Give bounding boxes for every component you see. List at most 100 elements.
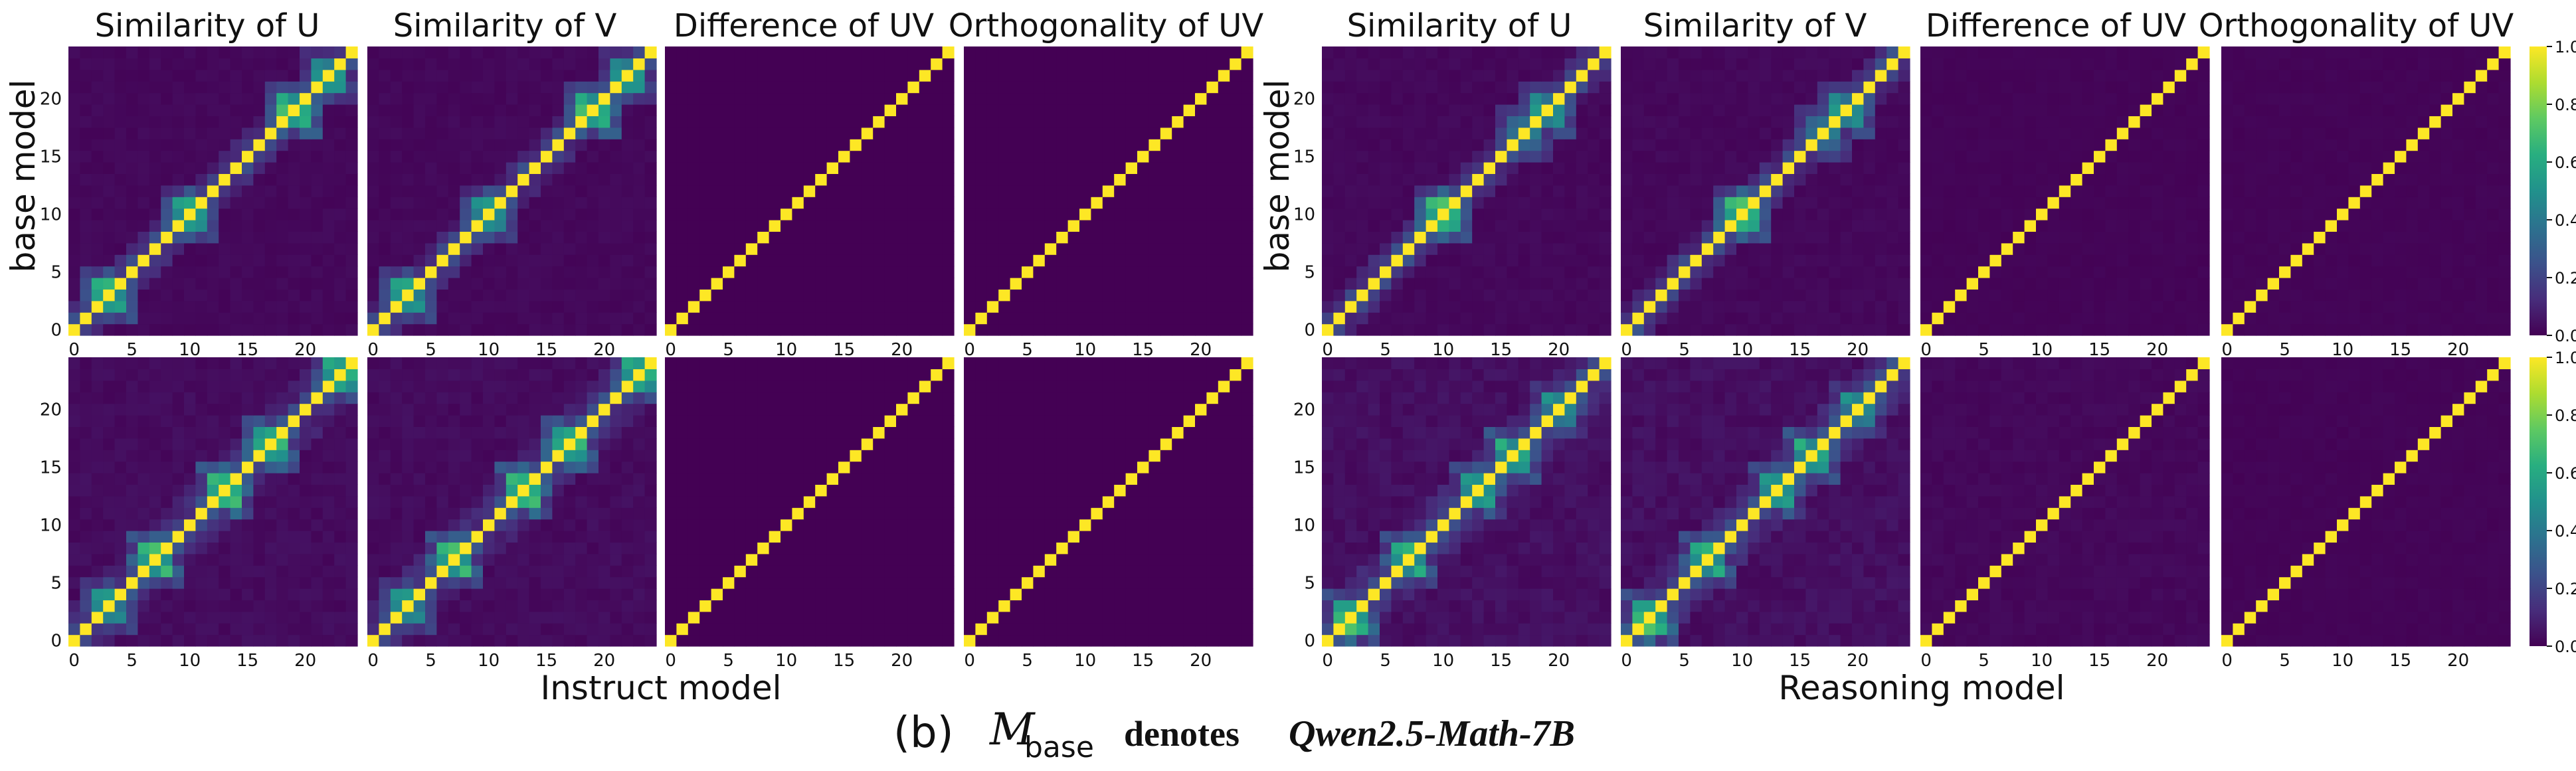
- heatmap-cell: [838, 185, 850, 197]
- heatmap-cell: [1010, 69, 1022, 82]
- heatmap-cell: [2082, 278, 2094, 290]
- heatmap-cell: [2174, 92, 2187, 105]
- heatmap-cell: [219, 81, 231, 94]
- heatmap-cell: [2140, 69, 2152, 82]
- heatmap-cell: [1920, 58, 1932, 70]
- heatmap-cell: [276, 278, 289, 290]
- heatmap-cell: [942, 185, 955, 197]
- heatmap-cell: [345, 197, 358, 209]
- heatmap-cell: [1322, 323, 1334, 336]
- heatmap-cell: [288, 139, 300, 151]
- heatmap-cell: [563, 254, 576, 267]
- heatmap-cell: [723, 116, 735, 128]
- heatmap-cell: [2036, 173, 2048, 186]
- heatmap-cell: [126, 220, 138, 232]
- heatmap-cell: [1518, 69, 1530, 82]
- heatmap-cell: [1206, 116, 1219, 128]
- heatmap-cell: [711, 289, 723, 301]
- heatmap-cell: [1817, 58, 1829, 70]
- heatmap-cell: [575, 173, 588, 186]
- heatmap-cell: [850, 323, 862, 336]
- heatmap-cell: [390, 197, 403, 209]
- heatmap-cell: [1759, 162, 1772, 174]
- heatmap-cell: [1643, 208, 1656, 220]
- heatmap-cell: [1782, 150, 1795, 163]
- heatmap-cell: [1667, 173, 1679, 186]
- heatmap-cell: [1344, 150, 1357, 163]
- heatmap-cell: [2116, 289, 2129, 301]
- heatmap-cell: [2290, 116, 2303, 128]
- heatmap-cell: [1713, 58, 1726, 70]
- heatmap-cell: [80, 173, 92, 186]
- heatmap-cell: [2047, 266, 2060, 278]
- heatmap-cell: [644, 46, 657, 58]
- heatmap-cell: [2395, 323, 2407, 336]
- heatmap-cell: [884, 266, 897, 278]
- heatmap-cell: [541, 92, 553, 105]
- heatmap-cell: [1160, 92, 1172, 105]
- heatmap-cell: [2233, 127, 2245, 139]
- heatmap-cell: [2013, 197, 2025, 209]
- heatmap-cell: [1518, 266, 1530, 278]
- heatmap-cell: [541, 289, 553, 301]
- heatmap-cell: [1079, 92, 1091, 105]
- heatmap-cell: [2464, 139, 2476, 151]
- heatmap-cell: [367, 231, 379, 244]
- heatmap-cell: [1437, 58, 1449, 70]
- heatmap-cell: [1402, 150, 1415, 163]
- heatmap-cell: [688, 46, 700, 58]
- heatmap-cell: [1898, 242, 1910, 255]
- heatmap-cell: [986, 300, 999, 313]
- column-title: Similarity of U: [1347, 7, 1572, 44]
- heatmap-cell: [1898, 312, 1910, 325]
- heatmap-cell: [529, 323, 541, 336]
- heatmap-cell: [2082, 185, 2094, 197]
- heatmap-cell: [1621, 254, 1633, 267]
- heatmap-cell: [1472, 104, 1485, 116]
- heatmap-cell: [334, 242, 347, 255]
- heatmap-cell: [1655, 197, 1668, 209]
- heatmap-cell: [1449, 312, 1461, 325]
- heatmap-cell: [2116, 58, 2129, 70]
- heatmap-cell: [1621, 92, 1633, 105]
- heatmap-cell: [253, 173, 266, 186]
- heatmap-cell: [1183, 81, 1196, 94]
- heatmap-cell: [2395, 150, 2407, 163]
- heatmap-cell: [1010, 162, 1022, 174]
- heatmap-cell: [2116, 116, 2129, 128]
- heatmap-cell: [1067, 150, 1080, 163]
- heatmap-cell: [1414, 69, 1427, 82]
- heatmap-cell: [219, 289, 231, 301]
- heatmap-cell: [1495, 46, 1507, 58]
- heatmap-cell: [264, 162, 277, 174]
- heatmap-cell: [676, 300, 689, 313]
- heatmap-cell: [195, 58, 208, 70]
- heatmap-cell: [2013, 242, 2025, 255]
- x-tick-label: 15: [1132, 340, 1154, 360]
- heatmap-cell: [1599, 58, 1611, 70]
- heatmap-cell: [184, 289, 196, 301]
- heatmap-cell: [425, 278, 437, 290]
- heatmap-cell: [2140, 197, 2152, 209]
- heatmap-cell: [2140, 139, 2152, 151]
- heatmap-cell: [1218, 197, 1230, 209]
- heatmap-cell: [2024, 197, 2037, 209]
- heatmap-cell: [1137, 220, 1149, 232]
- heatmap-cell: [219, 266, 231, 278]
- heatmap-cell: [1553, 81, 1565, 94]
- heatmap-cell: [1541, 231, 1554, 244]
- heatmap-cell: [390, 278, 403, 290]
- heatmap-cell: [1518, 208, 1530, 220]
- heatmap-cell: [288, 185, 300, 197]
- heatmap-cell: [621, 289, 634, 301]
- heatmap-cell: [1794, 173, 1806, 186]
- heatmap-cell: [1356, 150, 1369, 163]
- heatmap-cell: [2256, 116, 2268, 128]
- heatmap-cell: [1621, 150, 1633, 163]
- heatmap-cell: [1114, 242, 1127, 255]
- heatmap-cell: [448, 266, 460, 278]
- heatmap-cell: [587, 242, 599, 255]
- heatmap-cell: [2371, 323, 2384, 336]
- heatmap-cell: [138, 185, 150, 197]
- heatmap-cell: [644, 266, 657, 278]
